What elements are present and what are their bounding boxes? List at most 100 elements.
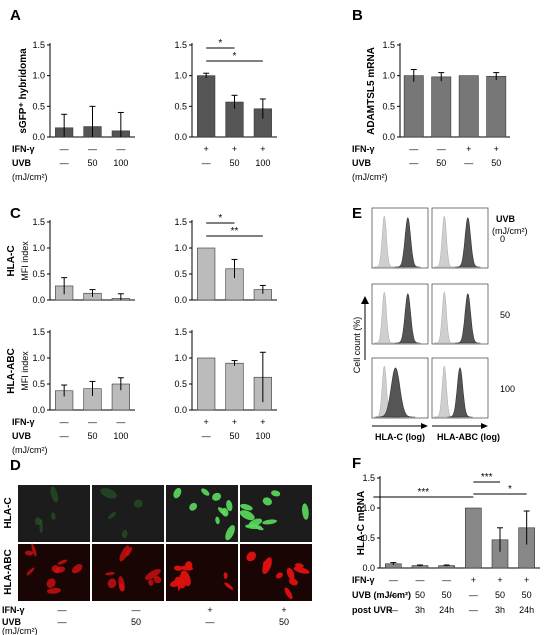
- y-tick-label: 1.5: [174, 217, 187, 227]
- ifn-value: —: [116, 417, 125, 427]
- histogram-hla-abc-50: [431, 283, 489, 345]
- chart-C-HLA-C-right: 0.0 0.5 1.0 1.5: [174, 217, 277, 305]
- micrograph-hla-c-1: [18, 485, 90, 542]
- cell: [173, 487, 182, 499]
- histogram-hla-c-0: [371, 207, 429, 269]
- panel-label-a: A: [10, 7, 21, 24]
- ifn-value: —: [437, 144, 446, 154]
- uvb-value: 50: [229, 431, 239, 441]
- cell: [262, 497, 272, 506]
- post-value: 24h: [439, 605, 454, 615]
- ifn-value: +: [232, 144, 237, 154]
- y-tick-label: 0.5: [174, 379, 187, 389]
- ifn-value: —: [132, 605, 141, 615]
- micrograph-bg: [166, 544, 238, 601]
- sig-stars: **: [231, 226, 239, 237]
- uvb-value: 50: [87, 431, 97, 441]
- uvb-label: UVB: [2, 617, 22, 627]
- micrograph-hla-c-2: [92, 485, 164, 542]
- cell: [51, 565, 60, 573]
- cell: [125, 546, 133, 557]
- stained-peak: [455, 217, 481, 268]
- cell: [105, 571, 115, 576]
- sig-stars: *: [218, 38, 222, 49]
- cell: [288, 578, 298, 586]
- ifn-value: +: [232, 417, 237, 427]
- isotype-peak: [434, 215, 460, 268]
- cell: [31, 543, 37, 557]
- y-tick-label: 0.5: [32, 379, 45, 389]
- cell: [46, 587, 61, 594]
- uvb-value: 50: [229, 158, 239, 168]
- post-uvr-label: post UVR: [352, 605, 393, 615]
- ifn-label: IFN-γ: [12, 144, 35, 154]
- panel-label-c: C: [10, 205, 21, 222]
- uvb-header: UVB: [496, 214, 516, 224]
- y-tick-label: 1.5: [32, 327, 45, 337]
- ifn-label: IFN-γ: [12, 417, 35, 427]
- unit-label: (mJ/cm²): [12, 445, 48, 455]
- bar: [225, 362, 244, 411]
- y-axis-label: sGFP⁺ hybridoma: [18, 48, 29, 134]
- x-axis-label-right: HLA-ABC (log): [437, 432, 500, 442]
- y-axis-label: Cell count (%): [352, 317, 362, 374]
- uvb-value: 100: [255, 431, 270, 441]
- panel-label-f: F: [352, 455, 361, 472]
- bar: [197, 75, 216, 138]
- cell: [284, 587, 293, 600]
- uvb-dose: 0: [500, 234, 505, 244]
- cell: [275, 572, 283, 579]
- uvb-value: —: [469, 590, 478, 600]
- y-tick-label: 1.5: [362, 473, 375, 483]
- micrograph-bg: [92, 485, 164, 542]
- ifn-value: +: [494, 144, 499, 154]
- cell: [212, 492, 222, 501]
- y-tick-label: 1.0: [32, 353, 45, 363]
- cell: [148, 579, 154, 586]
- post-value: 3h: [495, 605, 505, 615]
- uvb-value: 50: [436, 158, 446, 168]
- y-tick-label: 1.0: [174, 353, 187, 363]
- y-tick-label: 0.0: [174, 405, 187, 415]
- uvb-value: —: [202, 158, 211, 168]
- ifn-value: —: [60, 144, 69, 154]
- uvb-value: 50: [495, 590, 505, 600]
- cell: [174, 576, 186, 589]
- cell: [262, 519, 277, 525]
- cell: [184, 561, 193, 570]
- row-label-hla-c: HLA-C: [6, 245, 17, 276]
- y-tick-label: 0.0: [32, 405, 45, 415]
- cell: [50, 486, 59, 503]
- bar: [197, 247, 216, 301]
- cell: [294, 563, 304, 568]
- cell: [51, 512, 56, 520]
- row-label-hla-c: HLA-C: [3, 497, 14, 528]
- cell: [286, 567, 295, 580]
- uvb-value: —: [60, 431, 69, 441]
- y-axis-label: HLA-C mRNA: [356, 491, 367, 555]
- cell: [39, 519, 43, 534]
- cell: [239, 510, 255, 521]
- ifn-value: +: [466, 144, 471, 154]
- uvb-label: UVB: [12, 431, 32, 441]
- cell: [153, 576, 162, 584]
- sig-stars: *: [508, 484, 512, 495]
- uvb-dose: 50: [500, 310, 510, 320]
- uvb-label: UVB: [12, 158, 32, 168]
- y-tick-label: 0.5: [32, 101, 45, 111]
- cell: [133, 499, 143, 508]
- arrow-head: [361, 296, 369, 304]
- uvb-value: 50: [131, 617, 141, 627]
- cell: [100, 488, 117, 499]
- ifn-value: —: [60, 417, 69, 427]
- ifn-value: +: [204, 144, 209, 154]
- y-tick-label: 0.0: [32, 132, 45, 142]
- cell: [240, 503, 253, 511]
- uvb-value: 100: [113, 431, 128, 441]
- ifn-value: —: [116, 144, 125, 154]
- uvb-value: —: [464, 158, 473, 168]
- cell: [302, 503, 309, 520]
- y-tick-label: 1.0: [362, 503, 375, 513]
- ifn-value: +: [524, 575, 529, 585]
